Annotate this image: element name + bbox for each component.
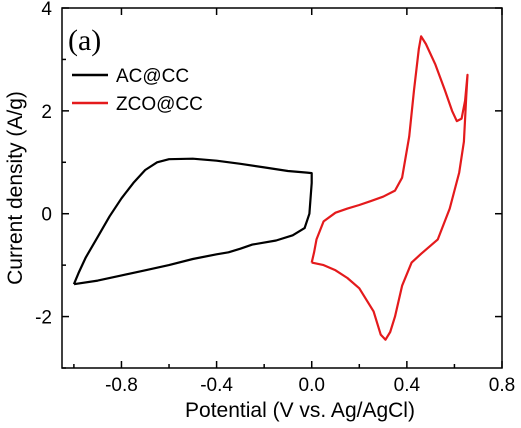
x-tick-label: 0.0 (299, 375, 325, 396)
y-tick-label: 0 (41, 205, 52, 226)
series-layer (72, 35, 469, 341)
legend: AC@CC ZCO@CC (72, 66, 203, 115)
legend-label-2: ZCO@CC (116, 94, 203, 115)
axis-ticks: -0.8 -0.4 0.0 0.4 0.8 -2 0 2 4 (35, 0, 515, 396)
y-tick-label: 4 (41, 0, 52, 20)
plot-frame (61, 7, 503, 369)
y-axis-title: Current density (A/g) (4, 91, 27, 285)
panel-label: (a) (68, 24, 101, 57)
x-tick-label: 0.4 (394, 375, 421, 396)
y-tick-label: -2 (35, 308, 52, 329)
series-line-1 (72, 157, 313, 286)
x-axis-title: Potential (V vs. Ag/AgCl) (185, 399, 415, 422)
x-tick-label: -0.4 (200, 375, 233, 396)
x-tick-label: 0.8 (489, 375, 515, 396)
y-tick-label: 2 (41, 102, 52, 123)
legend-label-1: AC@CC (116, 66, 189, 87)
series-line-2 (310, 35, 469, 341)
x-tick-label: -0.8 (105, 375, 138, 396)
